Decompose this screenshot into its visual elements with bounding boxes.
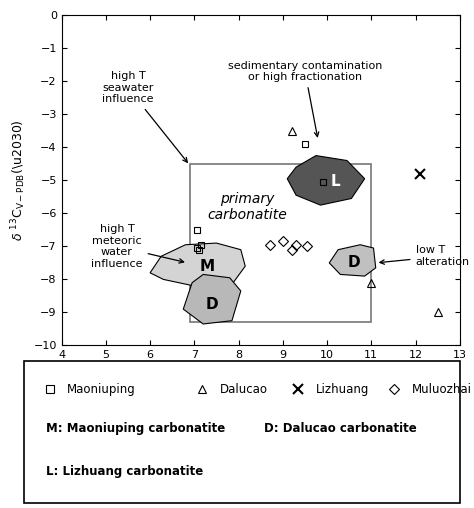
Text: primary
carbonatite: primary carbonatite — [208, 192, 287, 222]
Polygon shape — [329, 245, 376, 276]
Polygon shape — [183, 274, 241, 324]
Text: M: Maoniuping carbonatite: M: Maoniuping carbonatite — [46, 423, 225, 435]
X-axis label: $\delta$ $^{18}$O$_{\sf V-SMOW}$(\u2030): $\delta$ $^{18}$O$_{\sf V-SMOW}$(\u2030) — [194, 366, 328, 385]
Polygon shape — [150, 243, 245, 286]
Text: L: Lizhuang carbonatite: L: Lizhuang carbonatite — [46, 465, 203, 478]
Text: Lizhuang: Lizhuang — [316, 383, 369, 396]
Text: L: L — [331, 174, 341, 189]
Bar — [190, 164, 371, 323]
FancyBboxPatch shape — [24, 361, 460, 503]
Text: D: Dalucao carbonatite: D: Dalucao carbonatite — [264, 423, 416, 435]
Text: D: D — [347, 256, 360, 270]
Text: Dalucao: Dalucao — [220, 383, 268, 396]
Text: low T
alteration: low T alteration — [380, 245, 470, 267]
Text: D: D — [206, 297, 219, 312]
Polygon shape — [287, 155, 365, 205]
Text: high T
seawater
influence: high T seawater influence — [102, 71, 187, 162]
Text: Maoniuping: Maoniuping — [67, 383, 136, 396]
Text: Muluozhai: Muluozhai — [412, 383, 472, 396]
Text: sedimentary contamination
or high fractionation: sedimentary contamination or high fracti… — [228, 60, 382, 137]
Text: high T
meteoric
water
influence: high T meteoric water influence — [91, 224, 183, 269]
Text: M: M — [200, 259, 215, 274]
Y-axis label: $\delta$ $^{13}$C$_{\sf V-PDB}$(\u2030): $\delta$ $^{13}$C$_{\sf V-PDB}$(\u2030) — [9, 119, 28, 241]
